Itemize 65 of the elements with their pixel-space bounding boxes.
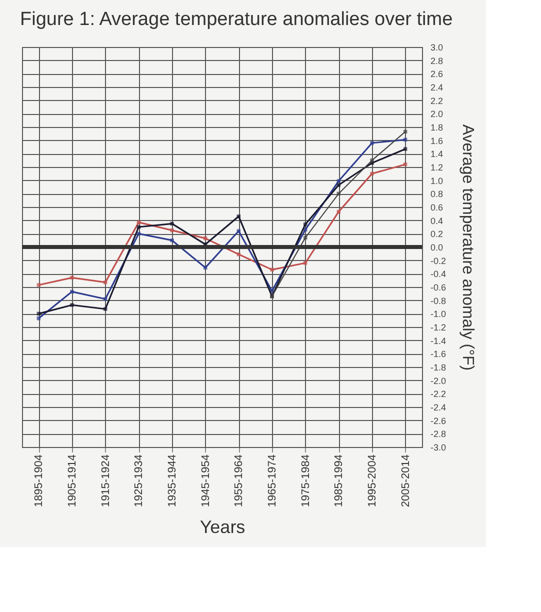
y-tick-label: -2.4: [430, 402, 446, 412]
y-tick-label: 0.4: [430, 216, 444, 226]
chart-title: Figure 1: Average temperature anomalies over time: [20, 9, 453, 30]
y-tick-label: 1.2: [430, 162, 444, 172]
y-tick-label: -2.8: [430, 429, 446, 440]
y-tick-label: 0.6: [430, 202, 444, 212]
x-tick-label: 1945-1954: [200, 454, 212, 508]
x-tick-label: 1905-1914: [66, 454, 78, 508]
x-tick-label: 1925-1934: [133, 454, 146, 508]
y-tick-label: -2.6: [430, 416, 446, 426]
point: [370, 172, 374, 176]
y-tick-label: 0.8: [430, 189, 444, 200]
y-tick-label: -1.8: [430, 362, 446, 372]
y-tick-label: 2.4: [430, 82, 444, 92]
point: [236, 229, 241, 233]
point: [370, 141, 374, 145]
point: [136, 225, 141, 229]
point: [70, 303, 74, 307]
x-tick-label: 1995-2004: [366, 454, 378, 508]
y-tick-label: -1.2: [430, 322, 446, 332]
y-tick-label: -3.0: [430, 442, 446, 452]
x-tick-label: 1985-1994: [333, 454, 346, 508]
y-tick-label: -1.4: [430, 336, 446, 346]
y-tick-label: -2.0: [430, 376, 446, 386]
point: [303, 261, 308, 265]
y-tick-label: 1.0: [430, 176, 444, 186]
y-tick-label: -1.6: [430, 349, 446, 360]
point: [336, 179, 341, 183]
y-tick-label: 1.4: [430, 149, 444, 160]
y-tick-label: 2.6: [430, 69, 444, 80]
point: [70, 276, 74, 280]
x-tick-label: 1965-1974: [266, 454, 278, 508]
y-tick-label: -0.4: [430, 269, 446, 280]
y-tick-label: -0.8: [430, 296, 446, 306]
x-tick-label: 2005-2014: [400, 454, 412, 508]
y-tick-label: 2.0: [430, 109, 444, 120]
x-tick-label: 1895-1904: [33, 454, 46, 508]
point: [270, 268, 274, 272]
x-tick-label: 1915-1924: [100, 454, 112, 508]
point: [403, 147, 408, 151]
y-tick-label: -0.6: [430, 282, 446, 292]
point: [170, 222, 174, 226]
x-tick-label: 1955-1964: [233, 454, 246, 508]
point: [170, 228, 174, 232]
point: [336, 183, 341, 187]
y-tick-label: -0.2: [430, 256, 446, 266]
y-tick-label: -1.0: [430, 309, 446, 320]
x-tick-label: 1975-1984: [300, 454, 312, 508]
y-tick-label: -2.2: [430, 389, 446, 400]
point: [370, 158, 374, 162]
y-tick-label: 0.2: [430, 229, 444, 240]
point: [170, 238, 174, 242]
point: [36, 283, 41, 287]
point: [103, 307, 108, 311]
y-tick-label: 3.0: [430, 42, 444, 52]
y-tick-label: 0.0: [430, 242, 444, 252]
y-tick-label: 1.6: [430, 136, 444, 146]
point: [70, 290, 74, 294]
point: [103, 297, 108, 301]
y-axis-title: Average temperature anomaly (°F): [459, 124, 476, 371]
x-tick-label: 1935-1944: [166, 454, 178, 508]
y-tick-label: 1.8: [430, 122, 444, 132]
y-tick-label: 2.8: [430, 56, 444, 66]
y-tick-label: 2.2: [430, 96, 444, 106]
x-axis-title: Years: [200, 517, 246, 538]
